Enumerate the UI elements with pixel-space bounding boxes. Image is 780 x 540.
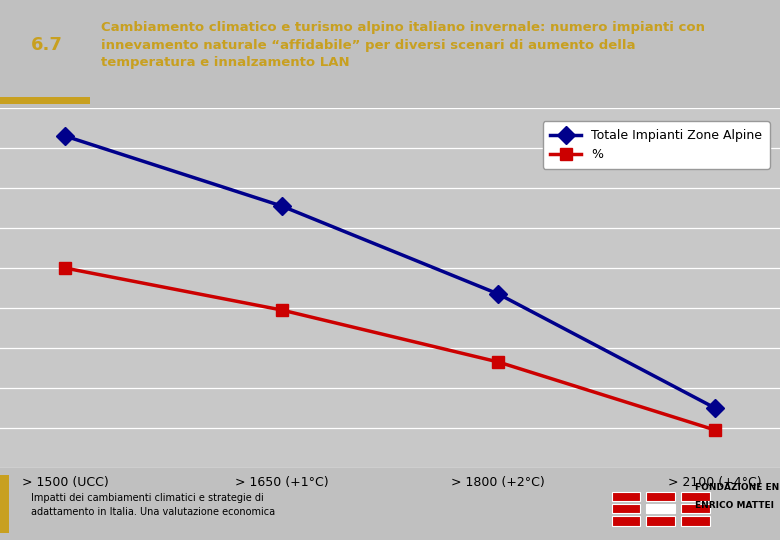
Totale Impianti Zone Alpine — [60, 133, 69, 139]
Bar — [647, 491, 675, 501]
% — [277, 307, 286, 313]
Bar — [612, 516, 640, 525]
Bar — [682, 516, 710, 525]
Legend: Totale Impianti Zone Alpine, %: Totale Impianti Zone Alpine, % — [543, 122, 770, 168]
Text: Impatti dei cambiamenti climatici e strategie di
adattamento in Italia. Una valu: Impatti dei cambiamenti climatici e stra… — [31, 493, 275, 517]
Totale Impianti Zone Alpine — [711, 405, 720, 411]
% — [711, 427, 720, 433]
Bar — [647, 504, 675, 514]
Text: FONDAZIONE ENI: FONDAZIONE ENI — [694, 483, 780, 492]
Bar — [612, 491, 640, 501]
Bar — [647, 516, 675, 525]
Text: Cambiamento climatico e turismo alpino italiano invernale: numero impianti con
i: Cambiamento climatico e turismo alpino i… — [101, 22, 705, 69]
Text: 6.7: 6.7 — [31, 36, 63, 55]
Totale Impianti Zone Alpine — [277, 202, 286, 209]
Bar — [612, 504, 640, 514]
Line: %: % — [58, 262, 722, 436]
Text: ENRICO MATTEI: ENRICO MATTEI — [694, 501, 774, 510]
% — [60, 265, 69, 271]
Line: Totale Impianti Zone Alpine: Totale Impianti Zone Alpine — [58, 130, 722, 414]
Totale Impianti Zone Alpine — [494, 291, 503, 297]
Bar — [0, 475, 9, 533]
Bar — [0, 97, 90, 104]
% — [494, 359, 503, 365]
Bar — [682, 504, 710, 514]
Bar — [682, 491, 710, 501]
